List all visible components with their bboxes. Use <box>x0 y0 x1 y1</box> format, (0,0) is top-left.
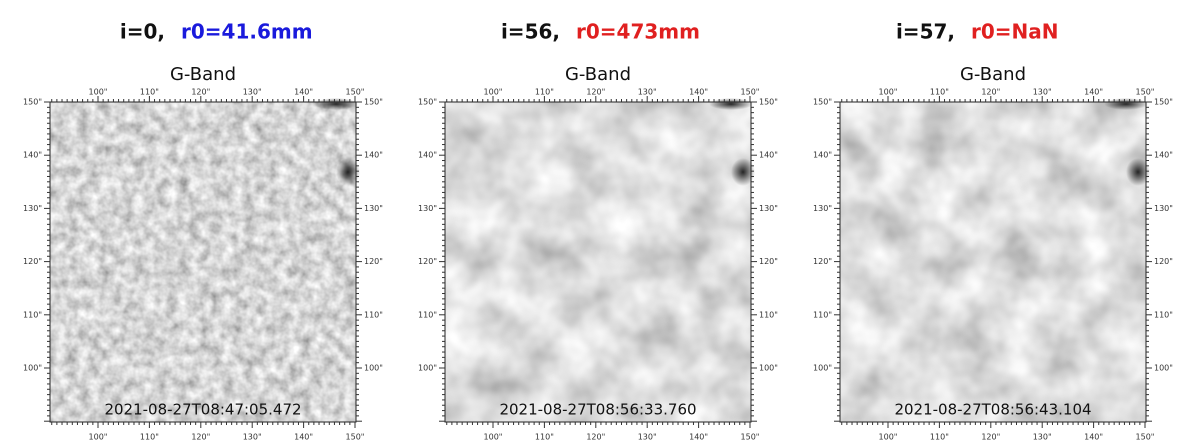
x-tick-label-top: 120" <box>586 88 605 97</box>
image <box>439 96 757 428</box>
x-tick-label-top: 130" <box>638 88 657 97</box>
y-tick-label-left: 130" <box>23 204 42 213</box>
y-tick-label-left: 110" <box>418 310 437 319</box>
panel-r0: r0=41.6mm <box>181 20 313 44</box>
panel-r0: r0=473mm <box>576 20 700 44</box>
x-tick-label-top: 130" <box>1033 88 1052 97</box>
y-tick-label-left: 150" <box>23 98 42 107</box>
solar-image <box>840 102 1146 422</box>
y-tick-label-left: 100" <box>813 364 832 373</box>
y-tick-label-right: 100" <box>1154 364 1173 373</box>
x-tick-label-top: 140" <box>1084 88 1103 97</box>
y-tick-label-left: 140" <box>813 151 832 160</box>
y-tick-label-right: 150" <box>364 98 383 107</box>
x-tick-label-bottom: 130" <box>638 433 657 442</box>
y-tick-label-left: 120" <box>418 257 437 266</box>
x-tick-label-bottom: 110" <box>535 433 554 442</box>
x-tick-label-bottom: 150" <box>1136 433 1155 442</box>
panel-title: G-Band <box>170 64 236 85</box>
x-tick-label-top: 150" <box>1136 88 1155 97</box>
y-tick-label-right: 130" <box>364 204 383 213</box>
panel-index: i=56, <box>501 20 560 44</box>
y-tick-label-right: 140" <box>759 151 778 160</box>
y-tick-label-left: 130" <box>418 204 437 213</box>
x-tick-label-top: 140" <box>294 88 313 97</box>
x-tick-label-bottom: 130" <box>1033 433 1052 442</box>
y-tick-label-left: 110" <box>23 310 42 319</box>
x-tick-label-bottom: 100" <box>879 433 898 442</box>
y-tick-label-left: 140" <box>418 151 437 160</box>
timestamp: 2021-08-27T08:56:43.104 <box>894 401 1091 419</box>
y-tick-label-right: 110" <box>759 310 778 319</box>
y-tick-label-right: 120" <box>1154 257 1173 266</box>
x-tick-label-top: 110" <box>930 88 949 97</box>
y-tick-label-right: 120" <box>364 257 383 266</box>
dark-spot <box>1104 98 1148 110</box>
timestamp: 2021-08-27T08:56:33.760 <box>499 401 696 419</box>
x-tick-label-top: 150" <box>346 88 365 97</box>
y-tick-label-right: 110" <box>364 310 383 319</box>
y-tick-label-left: 150" <box>418 98 437 107</box>
y-tick-label-right: 150" <box>1154 98 1173 107</box>
y-tick-label-right: 120" <box>759 257 778 266</box>
panel-index: i=0, <box>120 20 165 44</box>
y-tick-label-right: 100" <box>364 364 383 373</box>
dark-spot <box>709 98 753 110</box>
x-tick-label-top: 100" <box>89 88 108 97</box>
x-tick-label-bottom: 150" <box>346 433 365 442</box>
y-tick-label-right: 140" <box>1154 151 1173 160</box>
figure: i=0, r0=41.6mm G-Band 100" 100" 110" 110" 120" 1… <box>0 0 1177 444</box>
y-tick-label-right: 130" <box>759 204 778 213</box>
y-tick-label-left: 120" <box>23 257 42 266</box>
image <box>44 96 362 428</box>
x-tick-label-bottom: 100" <box>89 433 108 442</box>
x-tick-label-bottom: 120" <box>191 433 210 442</box>
y-tick-label-right: 110" <box>1154 310 1173 319</box>
image <box>834 96 1152 428</box>
panel-r0: r0=NaN <box>971 20 1059 44</box>
x-tick-label-top: 110" <box>535 88 554 97</box>
x-tick-label-bottom: 110" <box>930 433 949 442</box>
x-tick-label-bottom: 110" <box>140 433 159 442</box>
x-tick-label-top: 100" <box>484 88 503 97</box>
solar-image <box>50 102 356 422</box>
y-tick-label-left: 140" <box>23 151 42 160</box>
y-tick-label-left: 130" <box>813 204 832 213</box>
x-tick-label-bottom: 120" <box>586 433 605 442</box>
x-tick-label-top: 120" <box>981 88 1000 97</box>
panel-title: G-Band <box>565 64 631 85</box>
panel-title: G-Band <box>960 64 1026 85</box>
x-tick-label-top: 150" <box>741 88 760 97</box>
x-tick-label-top: 100" <box>879 88 898 97</box>
x-tick-label-bottom: 140" <box>1084 433 1103 442</box>
x-tick-label-bottom: 140" <box>689 433 708 442</box>
timestamp: 2021-08-27T08:47:05.472 <box>104 401 301 419</box>
y-tick-label-right: 100" <box>759 364 778 373</box>
y-tick-label-left: 100" <box>418 364 437 373</box>
x-tick-label-top: 140" <box>689 88 708 97</box>
y-tick-label-right: 130" <box>1154 204 1173 213</box>
y-tick-label-left: 120" <box>813 257 832 266</box>
x-tick-label-top: 130" <box>243 88 262 97</box>
x-tick-label-bottom: 140" <box>294 433 313 442</box>
x-tick-label-bottom: 150" <box>741 433 760 442</box>
x-tick-label-bottom: 130" <box>243 433 262 442</box>
y-tick-label-right: 140" <box>364 151 383 160</box>
x-tick-label-top: 110" <box>140 88 159 97</box>
panel-index: i=57, <box>896 20 955 44</box>
x-tick-label-top: 120" <box>191 88 210 97</box>
x-tick-label-bottom: 100" <box>484 433 503 442</box>
y-tick-label-right: 150" <box>759 98 778 107</box>
y-tick-label-left: 100" <box>23 364 42 373</box>
solar-image <box>445 102 751 422</box>
y-tick-label-left: 150" <box>813 98 832 107</box>
x-tick-label-bottom: 120" <box>981 433 1000 442</box>
dark-spot <box>314 98 358 110</box>
y-tick-label-left: 110" <box>813 310 832 319</box>
